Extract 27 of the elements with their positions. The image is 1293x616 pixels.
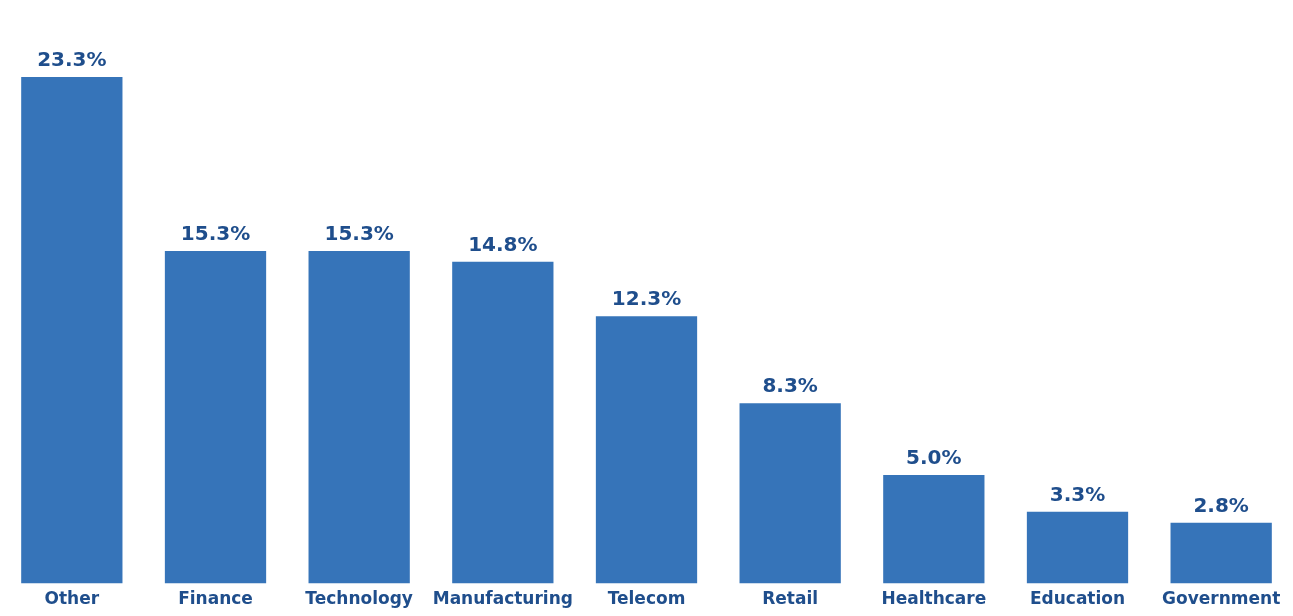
x-tick-label: Government	[1162, 588, 1281, 609]
data-label: 23.3%	[37, 47, 107, 72]
x-tick-label: Education	[1029, 588, 1126, 609]
x-tick-label: Retail	[762, 588, 819, 609]
data-label: 15.3%	[180, 221, 251, 246]
bar	[739, 403, 841, 584]
data-label: 5.0%	[906, 445, 962, 470]
x-tick-label: Healthcare	[881, 588, 987, 609]
x-tick-label: Finance	[178, 588, 253, 609]
data-label: 15.3%	[324, 221, 394, 246]
bar	[595, 316, 698, 584]
bar	[308, 250, 410, 584]
data-label: 8.3%	[762, 373, 818, 398]
bar	[1026, 511, 1129, 584]
bar	[1170, 522, 1272, 584]
x-tick-label: Telecom	[607, 588, 686, 609]
x-tick-label: Technology	[305, 588, 413, 609]
bar	[452, 261, 554, 584]
x-tick-label: Manufacturing	[432, 588, 573, 609]
bar	[21, 76, 123, 584]
bar	[164, 250, 267, 584]
data-label: 2.8%	[1193, 492, 1249, 517]
data-label: 3.3%	[1049, 482, 1106, 507]
bar	[883, 474, 985, 584]
data-label: 12.3%	[611, 286, 682, 311]
x-tick-label: Other	[44, 588, 100, 609]
data-label: 14.8%	[468, 231, 538, 256]
